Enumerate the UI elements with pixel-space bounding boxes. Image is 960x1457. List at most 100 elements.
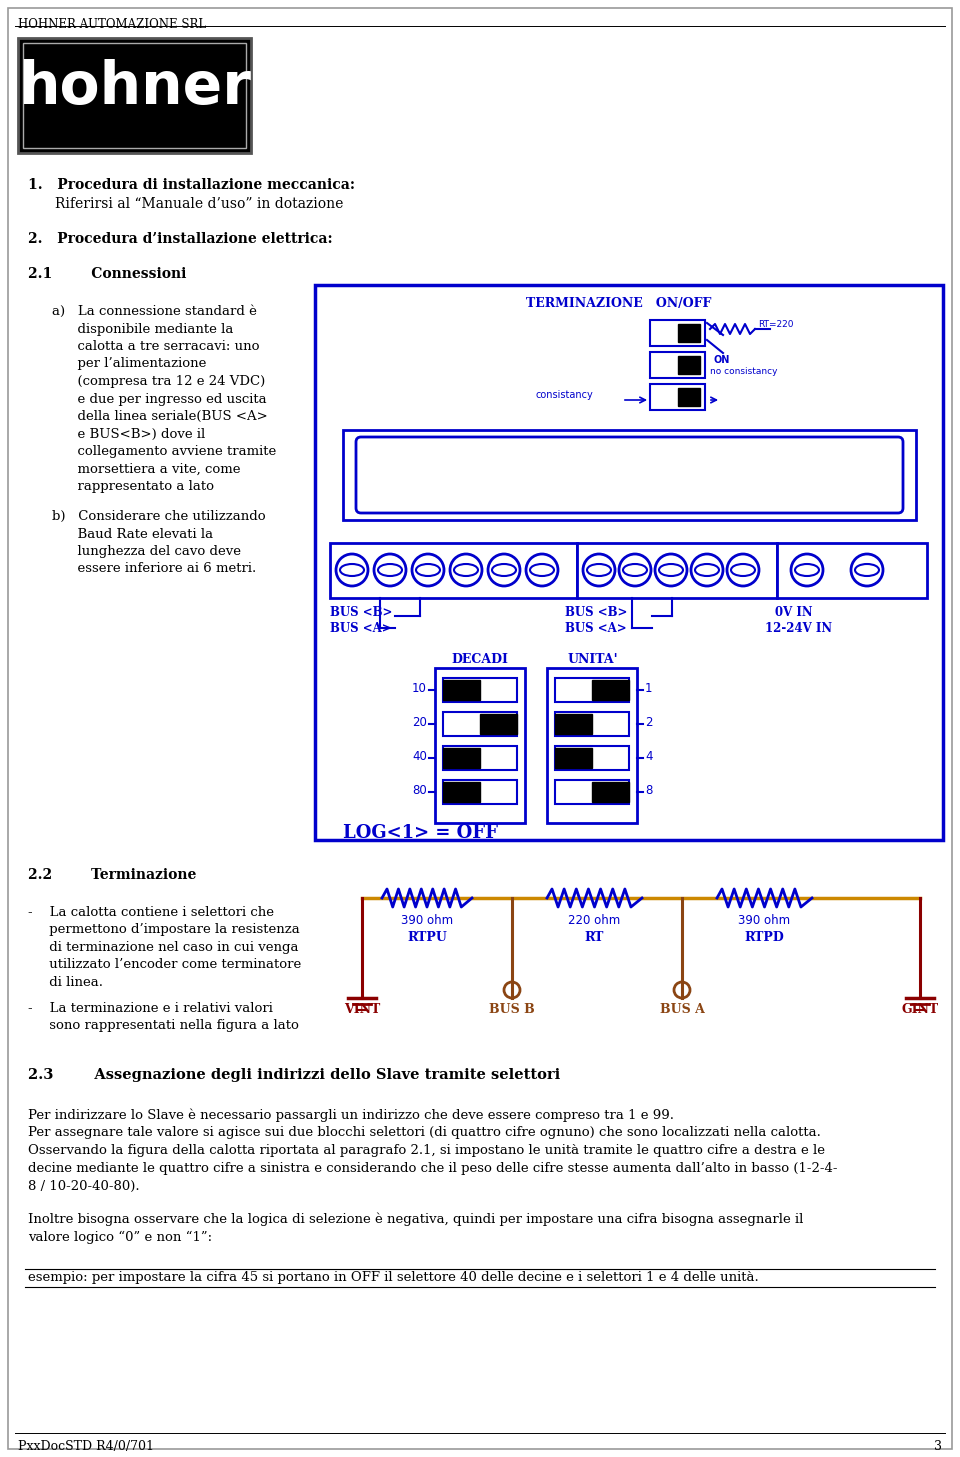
Text: Riferirsi al “Manuale d’uso” in dotazione: Riferirsi al “Manuale d’uso” in dotazion… (55, 197, 344, 211)
Text: HOHNER AUTOMAZIONE SRL: HOHNER AUTOMAZIONE SRL (18, 17, 206, 31)
Ellipse shape (530, 564, 554, 576)
Circle shape (655, 554, 687, 586)
Text: GINT: GINT (901, 1002, 939, 1016)
Text: morsettiera a vite, come: morsettiera a vite, come (52, 462, 241, 475)
Text: hohner: hohner (18, 58, 251, 117)
Text: b)   Considerare che utilizzando: b) Considerare che utilizzando (52, 510, 266, 523)
Bar (577, 543, 777, 597)
Text: di terminazione nel caso in cui venga: di terminazione nel caso in cui venga (28, 941, 299, 954)
Text: esempio: per impostare la cifra 45 si portano in OFF il selettore 40 delle decin: esempio: per impostare la cifra 45 si po… (28, 1271, 758, 1284)
Ellipse shape (795, 564, 819, 576)
Text: PxxDocSTD R4/0/701: PxxDocSTD R4/0/701 (18, 1440, 154, 1453)
Bar (592, 680, 629, 699)
Text: di linea.: di linea. (28, 976, 103, 989)
Circle shape (374, 554, 406, 586)
Text: UNITA': UNITA' (567, 653, 618, 666)
Text: permettono d’impostare la resistenza: permettono d’impostare la resistenza (28, 924, 300, 937)
Text: Osservando la figura della calotta riportata al paragrafo 2.1, si impostano le u: Osservando la figura della calotta ripor… (28, 1144, 825, 1157)
Ellipse shape (695, 564, 719, 576)
Text: Inoltre bisogna osservare che la logica di selezione è negativa, quindi per impo: Inoltre bisogna osservare che la logica … (28, 1214, 804, 1227)
Text: -    La terminazione e i relativi valori: - La terminazione e i relativi valori (28, 1001, 273, 1014)
Text: 390 ohm: 390 ohm (738, 914, 791, 927)
Text: rappresentato a lato: rappresentato a lato (52, 479, 214, 492)
Circle shape (336, 554, 368, 586)
Text: BUS A: BUS A (660, 1002, 705, 1016)
Text: (compresa tra 12 e 24 VDC): (compresa tra 12 e 24 VDC) (52, 374, 265, 388)
Text: 2: 2 (645, 715, 653, 728)
Circle shape (504, 982, 520, 998)
Bar (547, 667, 637, 823)
Bar (18, 38, 251, 153)
Bar (678, 356, 700, 374)
Text: 4: 4 (645, 749, 653, 762)
Text: ON: ON (713, 356, 730, 366)
Text: 220 ohm: 220 ohm (568, 914, 620, 927)
Text: BUS <B>: BUS <B> (565, 606, 628, 619)
Bar (650, 385, 705, 409)
Text: 10: 10 (412, 682, 427, 695)
Bar (650, 353, 705, 377)
Text: 2.1        Connessioni: 2.1 Connessioni (28, 267, 186, 281)
Text: no consistancy: no consistancy (710, 367, 778, 376)
Bar (555, 779, 629, 804)
Ellipse shape (855, 564, 879, 576)
Bar (480, 714, 517, 734)
Ellipse shape (623, 564, 647, 576)
Text: valore logico “0” e non “1”:: valore logico “0” e non “1”: (28, 1231, 212, 1244)
Text: decine mediante le quattro cifre a sinistra e considerando che il peso delle cif: decine mediante le quattro cifre a sinis… (28, 1163, 837, 1174)
Text: 80: 80 (412, 784, 427, 797)
Bar (330, 543, 577, 597)
Text: BUS <B>: BUS <B> (330, 606, 393, 619)
Bar (555, 712, 629, 736)
Bar (435, 667, 525, 823)
FancyBboxPatch shape (356, 437, 903, 513)
Text: e BUS<B>) dove il: e BUS<B>) dove il (52, 427, 205, 440)
Circle shape (691, 554, 723, 586)
Ellipse shape (659, 564, 683, 576)
Circle shape (791, 554, 823, 586)
Bar (443, 712, 517, 736)
Bar (555, 678, 629, 702)
Bar (678, 323, 700, 342)
Circle shape (851, 554, 883, 586)
Bar (555, 747, 592, 768)
Text: 1.   Procedura di installazione meccanica:: 1. Procedura di installazione meccanica: (28, 178, 355, 192)
Text: VINT: VINT (344, 1002, 380, 1016)
Text: disponibile mediante la: disponibile mediante la (52, 322, 233, 335)
Bar (555, 746, 629, 769)
Text: 2.2        Terminazione: 2.2 Terminazione (28, 868, 197, 881)
Ellipse shape (587, 564, 611, 576)
Circle shape (412, 554, 444, 586)
Bar (443, 680, 480, 699)
Text: Per indirizzare lo Slave è necessario passargli un indirizzo che deve essere com: Per indirizzare lo Slave è necessario pa… (28, 1107, 674, 1122)
Text: 390 ohm: 390 ohm (401, 914, 453, 927)
Text: 1: 1 (645, 682, 653, 695)
Bar (443, 747, 480, 768)
Circle shape (526, 554, 558, 586)
Text: 2.   Procedura d’installazione elettrica:: 2. Procedura d’installazione elettrica: (28, 232, 332, 246)
Circle shape (619, 554, 651, 586)
Text: 8 / 10-20-40-80).: 8 / 10-20-40-80). (28, 1180, 139, 1193)
Circle shape (450, 554, 482, 586)
Text: 40: 40 (412, 749, 427, 762)
Ellipse shape (492, 564, 516, 576)
Bar (315, 286, 943, 841)
Text: consistancy: consistancy (535, 390, 592, 401)
Bar (443, 678, 517, 702)
Text: essere inferiore ai 6 metri.: essere inferiore ai 6 metri. (52, 562, 256, 576)
Bar (443, 779, 517, 804)
Text: 3: 3 (934, 1440, 942, 1453)
Text: Baud Rate elevati la: Baud Rate elevati la (52, 527, 213, 541)
Text: 2.3        Assegnazione degli indirizzi dello Slave tramite selettori: 2.3 Assegnazione degli indirizzi dello S… (28, 1068, 561, 1083)
Text: utilizzato l’encoder come terminatore: utilizzato l’encoder come terminatore (28, 959, 301, 972)
Bar (443, 782, 480, 801)
Text: e due per ingresso ed uscita: e due per ingresso ed uscita (52, 392, 267, 405)
Bar (777, 543, 927, 597)
Bar (592, 782, 629, 801)
Text: sono rappresentati nella figura a lato: sono rappresentati nella figura a lato (28, 1018, 299, 1032)
Ellipse shape (454, 564, 478, 576)
Text: DECADI: DECADI (451, 653, 509, 666)
Text: RTPU: RTPU (407, 931, 447, 944)
Circle shape (488, 554, 520, 586)
Ellipse shape (416, 564, 440, 576)
